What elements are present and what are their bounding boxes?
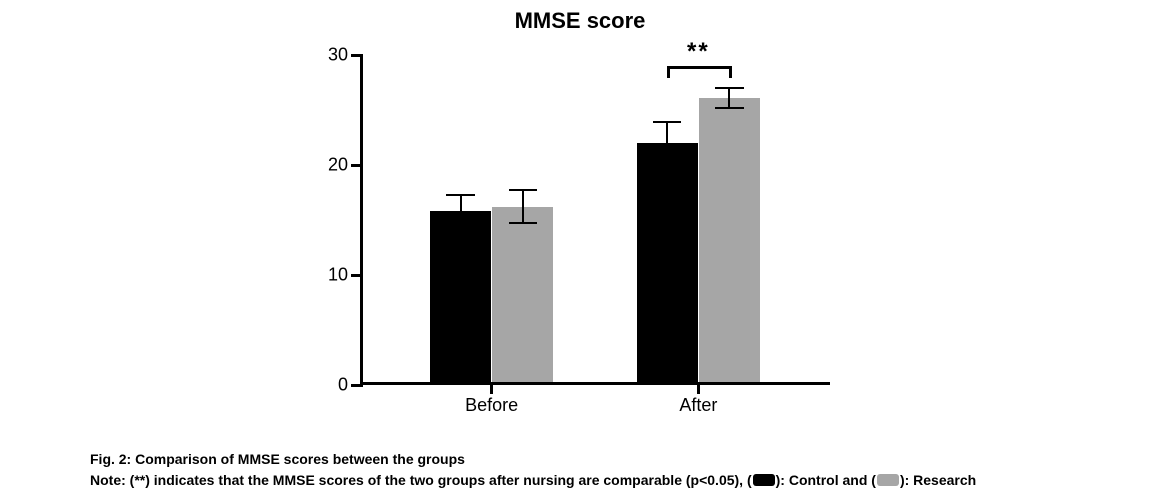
errorbar-cap (446, 227, 474, 229)
errorbar-stem (522, 190, 524, 223)
y-tick-label: 30 (328, 45, 348, 66)
caption-line-2: Note: (**) indicates that the MMSE score… (90, 471, 1131, 490)
caption-text: ): Research (900, 472, 976, 488)
bar-control-after (637, 143, 698, 382)
bar-research-after (699, 98, 760, 382)
y-tick-label: 10 (328, 265, 348, 286)
bar-control-before (430, 211, 491, 382)
errorbar-cap (653, 121, 681, 123)
y-tick-label: 20 (328, 155, 348, 176)
errorbar-stem (460, 195, 462, 228)
x-tick-label: After (679, 395, 717, 416)
significance-label: ** (687, 38, 710, 66)
significance-bracket (667, 66, 732, 69)
caption-text: Note: (**) indicates that the MMSE score… (90, 472, 752, 488)
legend-swatch-control (753, 474, 775, 486)
y-tick-label: 0 (338, 375, 348, 396)
mmse-chart: MMSE score 0102030BeforeAfter** (280, 0, 880, 430)
y-tick (351, 54, 363, 57)
significance-bracket (729, 66, 732, 78)
errorbar-cap (446, 194, 474, 196)
significance-bracket (667, 66, 670, 78)
plot-area: 0102030BeforeAfter** (360, 55, 830, 385)
x-tick (697, 382, 700, 394)
chart-title: MMSE score (280, 8, 880, 34)
y-tick (351, 384, 363, 387)
y-axis (360, 55, 363, 385)
caption-text: ): Control and ( (776, 472, 876, 488)
legend-swatch-research (877, 474, 899, 486)
page: MMSE score 0102030BeforeAfter** Fig. 2: … (0, 0, 1171, 502)
errorbar-cap (715, 107, 743, 109)
x-tick-label: Before (465, 395, 518, 416)
y-tick (351, 274, 363, 277)
x-tick (490, 382, 493, 394)
bar-research-before (492, 207, 553, 382)
y-tick (351, 164, 363, 167)
errorbar-stem (666, 122, 668, 164)
figure-caption: Fig. 2: Comparison of MMSE scores betwee… (90, 450, 1131, 490)
errorbar-cap (653, 163, 681, 165)
errorbar-cap (509, 189, 537, 191)
caption-line-1: Fig. 2: Comparison of MMSE scores betwee… (90, 450, 1131, 469)
errorbar-cap (509, 222, 537, 224)
x-axis (360, 382, 830, 385)
errorbar-stem (728, 88, 730, 108)
errorbar-cap (715, 87, 743, 89)
